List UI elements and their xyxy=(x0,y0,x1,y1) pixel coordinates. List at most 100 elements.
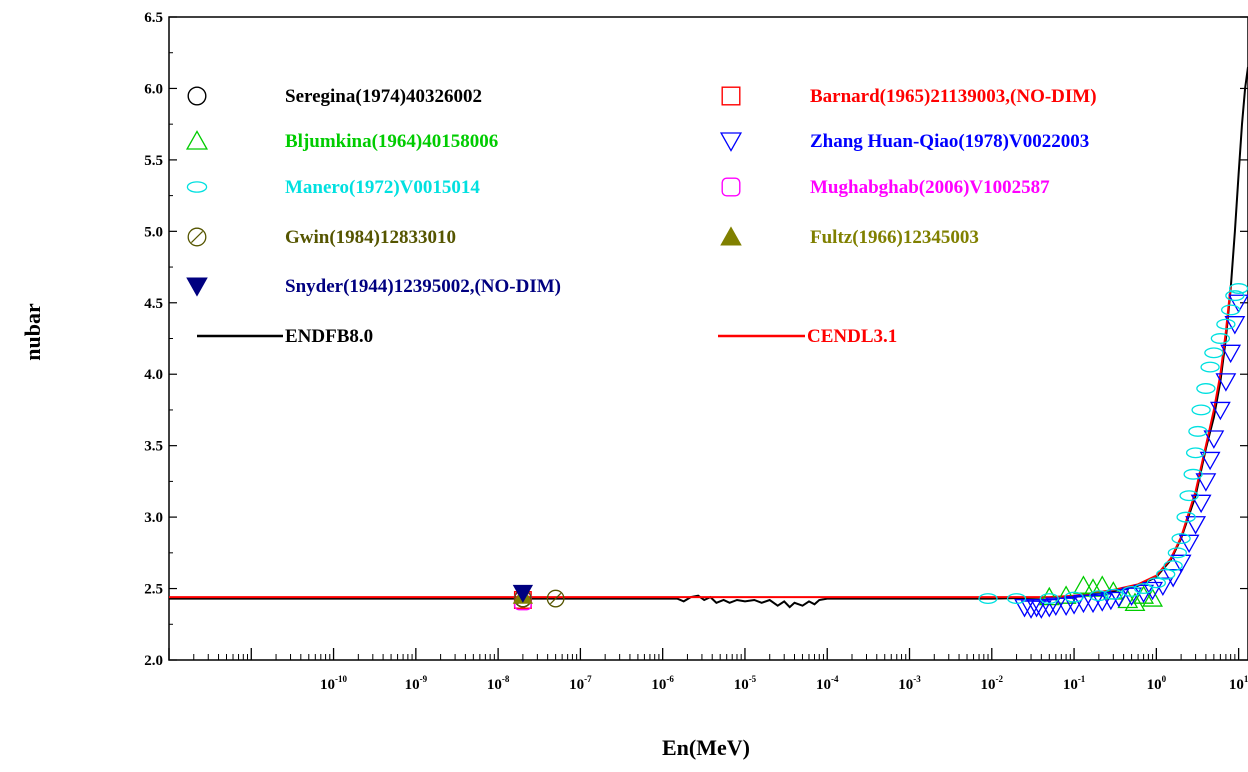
data-point xyxy=(1224,316,1246,335)
x-tick-exponent: -8 xyxy=(502,674,510,684)
x-tick-base: 10 xyxy=(1063,677,1078,693)
y-tick-label: 6.0 xyxy=(144,81,163,97)
data-point xyxy=(1215,373,1237,392)
data-point xyxy=(1039,593,1059,605)
legend-label: Mughabghab(2006)V1002587 xyxy=(810,177,1050,198)
data-point xyxy=(1204,347,1224,359)
legend-label: CENDL3.1 xyxy=(807,326,897,347)
data-point xyxy=(1146,577,1166,589)
x-axis-title: En(MeV) xyxy=(662,735,750,760)
legend-label: Snyder(1944)12395002,(NO-DIM) xyxy=(285,276,561,297)
x-tick-label: 10-2 xyxy=(981,674,1004,693)
legend: Seregina(1974)40326002 Bljumkina(1964)401… xyxy=(185,86,1097,347)
legend-marker xyxy=(721,86,741,106)
series-manero-1972-v0015014 xyxy=(978,283,1248,605)
legend-label: Barnard(1965)21139003,(NO-DIM) xyxy=(810,86,1097,107)
data-point xyxy=(978,593,998,605)
x-tick-base: 10 xyxy=(1147,677,1162,693)
y-tick-label: 4.5 xyxy=(144,296,163,312)
legend-label: Manero(1972)V0015014 xyxy=(285,177,480,198)
data-point xyxy=(1014,598,1035,618)
data-point xyxy=(1055,585,1077,604)
data-point xyxy=(1073,575,1094,594)
data-point xyxy=(1221,304,1241,316)
data-point xyxy=(1209,401,1231,421)
x-tick-exponent: -10 xyxy=(335,674,347,684)
plot-area xyxy=(169,66,1248,619)
x-tick-base: 10 xyxy=(320,677,335,693)
data-point xyxy=(1103,588,1123,600)
data-point xyxy=(1108,588,1130,608)
x-tick-exponent: -7 xyxy=(584,674,592,684)
y-tick-label: 5.0 xyxy=(144,224,163,240)
y-tick-label: 3.5 xyxy=(144,439,163,455)
legend-marker xyxy=(185,130,209,150)
data-point xyxy=(1020,600,1042,619)
data-point xyxy=(1183,468,1203,480)
data-point-ring xyxy=(546,589,565,608)
legend-marker-slash xyxy=(190,230,204,244)
data-point xyxy=(512,584,534,603)
legend-marker xyxy=(186,181,208,193)
data-point xyxy=(1142,581,1163,601)
x-tick-label: 10-6 xyxy=(651,674,674,693)
x-tick-base: 10 xyxy=(1229,677,1244,693)
data-point xyxy=(1188,425,1208,437)
legend-label: ENDFB8.0 xyxy=(285,326,373,347)
data-point xyxy=(1185,447,1206,459)
data-point xyxy=(1038,598,1060,618)
data-point xyxy=(1179,490,1199,502)
y-tick-label: 2.5 xyxy=(144,582,163,598)
data-point xyxy=(1121,585,1142,597)
data-point xyxy=(1006,593,1027,605)
axis-ticks: 2.02.53.03.54.04.55.05.56.06.510-10 10-9 1… xyxy=(144,10,1248,693)
legend-marker xyxy=(187,86,207,106)
legend-marker xyxy=(719,132,743,152)
data-point xyxy=(1196,383,1216,394)
legend-label: Fultz(1966)12345003 xyxy=(810,227,979,248)
data-point xyxy=(1162,568,1184,588)
line-cendl3-1 xyxy=(169,285,1232,599)
data-point xyxy=(1185,516,1207,535)
x-tick-label: 10-10 xyxy=(320,674,347,693)
x-tick-base: 10 xyxy=(898,677,913,693)
data-point xyxy=(546,589,565,608)
x-tick-label: 10-4 xyxy=(816,674,839,693)
x-tick-exponent: -3 xyxy=(913,674,921,684)
data-point xyxy=(1089,590,1109,602)
data-point xyxy=(1195,473,1217,492)
y-axis-title: nubar xyxy=(20,303,45,361)
x-tick-base: 10 xyxy=(569,677,584,693)
legend-label: Gwin(1984)12833010 xyxy=(285,227,456,248)
legend-label: Zhang Huan-Qiao(1978)V0022003 xyxy=(810,131,1089,152)
legend-marker-ring xyxy=(187,227,207,247)
data-point xyxy=(1167,547,1187,559)
x-tick-exponent: -1 xyxy=(1078,674,1086,684)
series-zhang-huan-qiao-1978-v0022003 xyxy=(1014,294,1248,619)
data-point xyxy=(1064,591,1084,603)
x-tick-base: 10 xyxy=(651,677,666,693)
x-tick-base: 10 xyxy=(981,677,996,693)
data-point xyxy=(1210,333,1231,344)
x-tick-exponent: -2 xyxy=(996,674,1004,684)
x-tick-label: 10-7 xyxy=(569,674,592,693)
data-point xyxy=(1142,588,1163,607)
x-tick-base: 10 xyxy=(405,677,420,693)
data-point-slash xyxy=(549,592,562,605)
data-point xyxy=(1220,344,1242,364)
x-tick-exponent: -4 xyxy=(831,674,839,684)
x-tick-label: 101 xyxy=(1229,674,1248,693)
x-tick-label: 10-8 xyxy=(487,674,510,693)
data-point xyxy=(1190,494,1212,514)
y-tick-label: 5.5 xyxy=(144,153,163,169)
data-point xyxy=(1225,290,1245,302)
y-tick-label: 4.0 xyxy=(144,367,163,383)
data-point xyxy=(1082,594,1104,614)
x-tick-label: 10-9 xyxy=(405,674,428,693)
data-point xyxy=(1191,404,1211,416)
legend-marker xyxy=(721,177,741,197)
data-point xyxy=(1176,511,1196,523)
data-point xyxy=(1156,568,1176,580)
data-point xyxy=(1200,361,1220,373)
